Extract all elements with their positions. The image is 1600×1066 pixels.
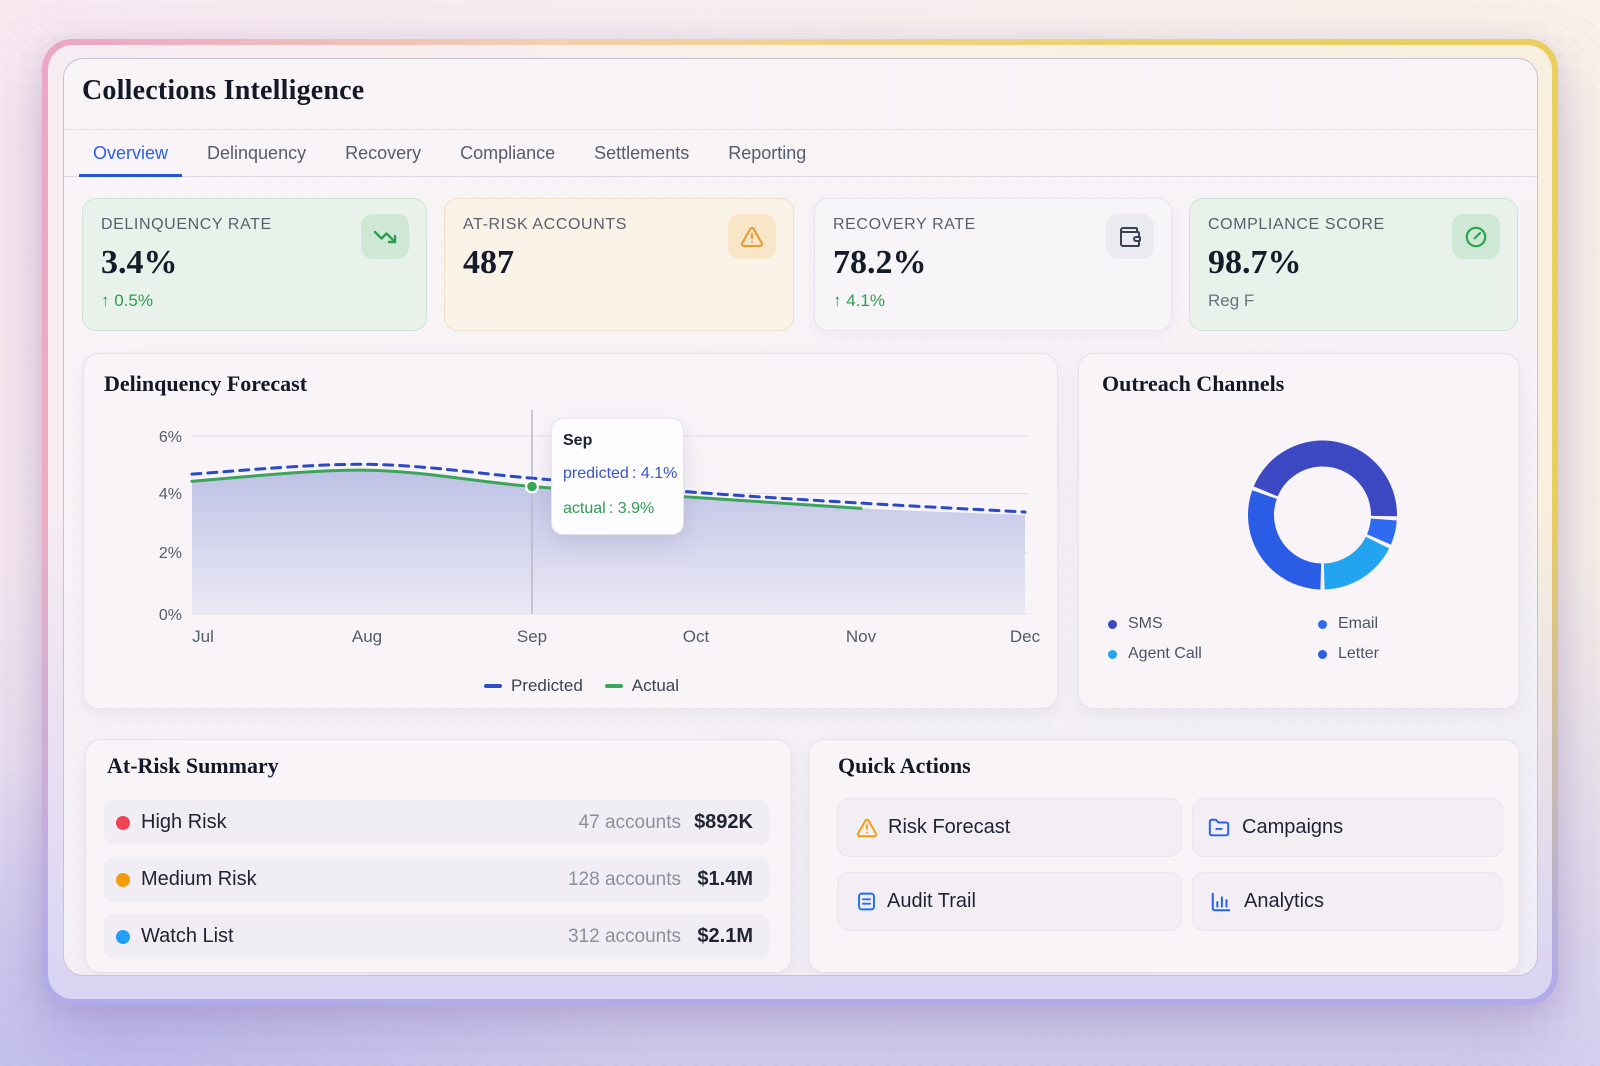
- svg-text:Aug: Aug: [352, 627, 382, 646]
- svg-text:0%: 0%: [159, 607, 182, 624]
- svg-text:Nov: Nov: [846, 627, 877, 646]
- svg-text:Sep: Sep: [517, 627, 547, 646]
- svg-text:Oct: Oct: [683, 627, 710, 646]
- svg-text:4%: 4%: [159, 486, 182, 503]
- svg-text:2%: 2%: [159, 545, 182, 562]
- svg-text:Jul: Jul: [192, 627, 214, 646]
- svg-text:Dec: Dec: [1010, 627, 1041, 646]
- svg-text:6%: 6%: [159, 429, 182, 446]
